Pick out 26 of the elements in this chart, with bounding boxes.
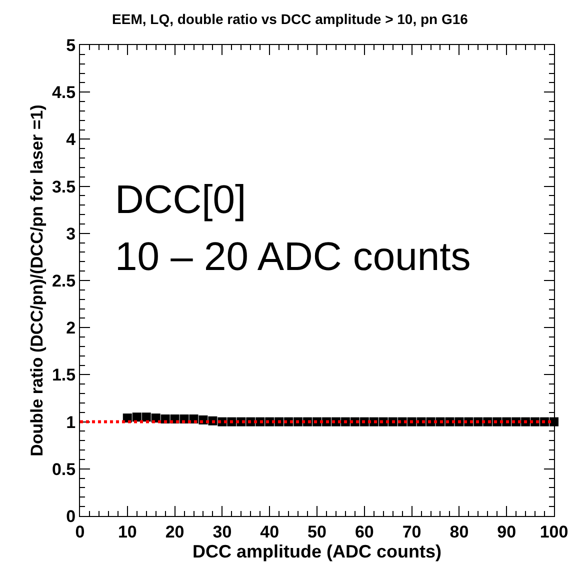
y-tick-label: 1.5 (52, 366, 76, 385)
x-tick-label: 80 (450, 522, 469, 542)
x-tick-label: 20 (165, 522, 184, 542)
x-axis-title: DCC amplitude (ADC counts) (192, 541, 442, 562)
y-tick-label: 2 (66, 318, 76, 338)
y-tick-label: 4 (66, 130, 76, 150)
y-tick-label: 5 (66, 36, 76, 55)
y-axis-title: Double ratio (DCC/pn)/(DCC/pn for laser =1) (28, 104, 47, 456)
y-tick-label: 4.5 (52, 83, 76, 102)
x-tick-label: 10 (118, 522, 137, 542)
x-tick-label: 90 (497, 522, 516, 542)
y-tick-label: 0.5 (52, 460, 76, 479)
x-tick-label: 40 (260, 522, 280, 542)
x-tick-label: 30 (212, 522, 232, 542)
y-tick-label: 3 (66, 224, 76, 244)
x-tick-label: 50 (308, 522, 326, 542)
x-tick-label: 70 (402, 522, 422, 542)
x-tick-label: 60 (354, 522, 374, 542)
annotation: 10 – 20 ADC counts (115, 235, 471, 279)
y-tick-label: 2.5 (52, 271, 76, 290)
chart-title: EEM, LQ, double ratio vs DCC amplitude > 10, pn G16 (112, 11, 468, 28)
annotation: DCC[0] (115, 178, 246, 222)
y-tick-label: 1 (66, 412, 76, 432)
x-tick-label: 100 (540, 522, 568, 542)
y-tick-label: 3.5 (52, 177, 76, 196)
y-tick-label: 0 (66, 506, 76, 526)
